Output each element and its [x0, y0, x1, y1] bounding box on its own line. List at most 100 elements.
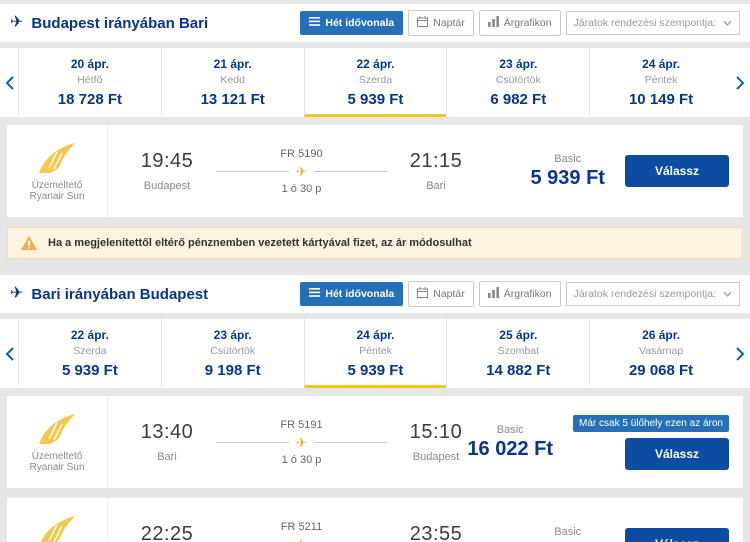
- flight-card: Üzemeltető Ryanair Sun 22:25 Bari FR 521…: [7, 498, 743, 542]
- date-label: 24 ápr.: [642, 57, 681, 71]
- operator-block: Üzemeltető Ryanair Sun: [7, 498, 107, 542]
- date-price: 29 068 Ft: [628, 362, 694, 379]
- ryanair-harp-logo-icon: [36, 140, 78, 176]
- sort-label: Járatok rendezési szempontja:: [573, 17, 716, 29]
- date-label: 23 ápr.: [213, 328, 252, 342]
- sort-label: Járatok rendezési szempontja:: [573, 288, 716, 300]
- price-graph-label: Árgrafikon: [503, 288, 552, 300]
- date-label: 26 ápr.: [642, 328, 681, 342]
- week-timeline-label: Hét idővonala: [325, 288, 395, 300]
- flight-number: FR 5190: [280, 147, 323, 160]
- fare-price: 16 022 Ft: [467, 437, 554, 460]
- date-cell[interactable]: 23 ápr. Csütörtök 6 982 Ft: [446, 48, 589, 117]
- date-price: 5 939 Ft: [347, 362, 404, 379]
- price-graph-button[interactable]: Árgrafikon: [478, 281, 561, 307]
- date-price: 9 198 Ft: [204, 362, 261, 379]
- calendar-button[interactable]: Naptár: [408, 10, 474, 36]
- plane-icon: ✈: [10, 285, 24, 302]
- calendar-button[interactable]: Naptár: [408, 281, 474, 307]
- arrival-time: 21:15: [409, 150, 463, 172]
- toolbar-outbound: Hét idővonala Naptár Árgrafikon Járatok …: [300, 10, 740, 36]
- carousel-prev-button[interactable]: [0, 48, 18, 117]
- date-price: 18 728 Ft: [57, 91, 122, 108]
- route-block: 22:25 Bari FR 5211 ✈ 1 ó 30 p 23:55 Buda…: [107, 498, 495, 542]
- date-price: 5 939 Ft: [347, 91, 404, 108]
- price-graph-button[interactable]: Árgrafikon: [478, 10, 561, 36]
- ryanair-harp-logo-icon: [36, 411, 78, 447]
- route-plane-icon: ✈: [296, 434, 307, 450]
- select-flight-button[interactable]: Válassz: [624, 437, 729, 470]
- toolbar-return: Hét idővonala Naptár Árgrafikon Járatok …: [300, 281, 740, 307]
- departure-city: Budapest: [143, 180, 191, 192]
- date-price: 6 982 Ft: [490, 91, 547, 108]
- day-label: Vasárnap: [639, 345, 684, 357]
- route-block: 19:45 Budapest FR 5190 ✈ 1 ó 30 p 21:15 …: [107, 125, 495, 217]
- calendar-icon: [417, 287, 429, 301]
- date-cell-selected[interactable]: 24 ápr. Péntek 5 939 Ft: [303, 319, 447, 388]
- date-cell-selected[interactable]: 22 ápr. Szerda 5 939 Ft: [303, 48, 447, 117]
- date-label: 25 ápr.: [499, 328, 538, 342]
- day-label: Szombat: [497, 345, 539, 357]
- week-timeline-button[interactable]: Hét idővonala: [300, 11, 404, 35]
- price-graph-label: Árgrafikon: [503, 17, 552, 29]
- operator-label: Üzemeltető: [31, 451, 83, 462]
- day-label: Szerda: [358, 74, 393, 86]
- date-label: 21 ápr.: [213, 57, 252, 71]
- hamburger-icon: [309, 288, 321, 300]
- route-line: ✈: [216, 538, 387, 542]
- day-label: Kedd: [220, 74, 245, 86]
- date-price: 10 149 Ft: [628, 91, 694, 108]
- sort-dropdown[interactable]: Járatok rendezési szempontja:: [565, 282, 740, 306]
- bar-chart-icon: [487, 16, 499, 30]
- route-plane-icon: ✈: [296, 538, 307, 542]
- date-price: 13 121 Ft: [200, 91, 265, 108]
- date-label: 23 ápr.: [499, 57, 538, 71]
- week-timeline-button[interactable]: Hét idővonala: [300, 282, 404, 306]
- flight-duration: 1 ó 30 p: [281, 453, 322, 466]
- date-label: 24 ápr.: [356, 328, 395, 342]
- date-cell[interactable]: 26 ápr. Vasárnap 29 068 Ft: [589, 319, 732, 388]
- section-header-return: ✈ Bari irányában Budapest Hét idővonala …: [0, 275, 750, 313]
- route-block: 13:40 Bari FR 5191 ✈ 1 ó 30 p 15:10 Buda…: [107, 396, 495, 488]
- warning-icon: [20, 235, 38, 251]
- bar-chart-icon: [487, 287, 499, 301]
- section-header-outbound: ✈ Budapest irányában Bari Hét idővonala …: [0, 4, 750, 42]
- route-line: ✈: [216, 436, 387, 449]
- select-flight-button[interactable]: Válassz: [624, 528, 729, 542]
- calendar-label: Naptár: [433, 288, 465, 300]
- date-cell[interactable]: 24 ápr. Péntek 10 149 Ft: [589, 48, 732, 117]
- fare-name: Basic: [554, 525, 582, 538]
- operator-name: Ryanair Sun: [29, 462, 85, 473]
- date-cell[interactable]: 21 ápr. Kedd 13 121 Ft: [160, 48, 304, 117]
- carousel-prev-button[interactable]: [0, 319, 18, 388]
- arrival-time: 15:10: [409, 421, 463, 443]
- date-carousel-return: 22 ápr. Szerda 5 939 Ft 23 ápr. Csütörtö…: [0, 319, 750, 388]
- day-label: Csütörtök: [495, 74, 541, 86]
- plane-icon: ✈: [10, 14, 24, 31]
- date-cell[interactable]: 25 ápr. Szombat 14 882 Ft: [446, 319, 589, 388]
- week-timeline-label: Hét idővonala: [325, 17, 395, 29]
- arrival-city: Budapest: [412, 451, 460, 463]
- date-cell[interactable]: 20 ápr. Hétfő 18 728 Ft: [18, 48, 161, 117]
- departure-time: 19:45: [140, 150, 194, 172]
- select-flight-button[interactable]: Válassz: [624, 155, 729, 187]
- carousel-next-button[interactable]: [731, 48, 750, 117]
- route-line: ✈: [216, 165, 387, 178]
- currency-warning-bar: Ha a megjelenítettől eltérő pénznemben v…: [7, 227, 743, 259]
- pricing-block: Basic 16 022 Ft Már csak 5 ülőhely ezen …: [467, 396, 743, 488]
- date-cell[interactable]: 23 ápr. Csütörtök 9 198 Ft: [160, 319, 304, 388]
- carousel-next-button[interactable]: [731, 319, 750, 388]
- date-label: 22 ápr.: [356, 57, 395, 71]
- route-plane-icon: ✈: [296, 163, 307, 179]
- operator-block: Üzemeltető Ryanair Sun: [7, 396, 107, 488]
- date-price: 14 882 Ft: [486, 362, 551, 379]
- sort-dropdown[interactable]: Járatok rendezési szempontja:: [565, 11, 740, 35]
- departure-city: Bari: [157, 451, 177, 463]
- pricing-block: Basic 5 939 Ft Válassz: [495, 125, 743, 217]
- arrival-city: Bari: [426, 180, 446, 192]
- date-cell[interactable]: 22 ápr. Szerda 5 939 Ft: [18, 319, 161, 388]
- departure-time: 13:40: [140, 421, 194, 443]
- flight-duration: 1 ó 30 p: [281, 182, 322, 195]
- date-label: 22 ápr.: [70, 328, 109, 342]
- section-title-outbound: Budapest irányában Bari: [31, 14, 209, 32]
